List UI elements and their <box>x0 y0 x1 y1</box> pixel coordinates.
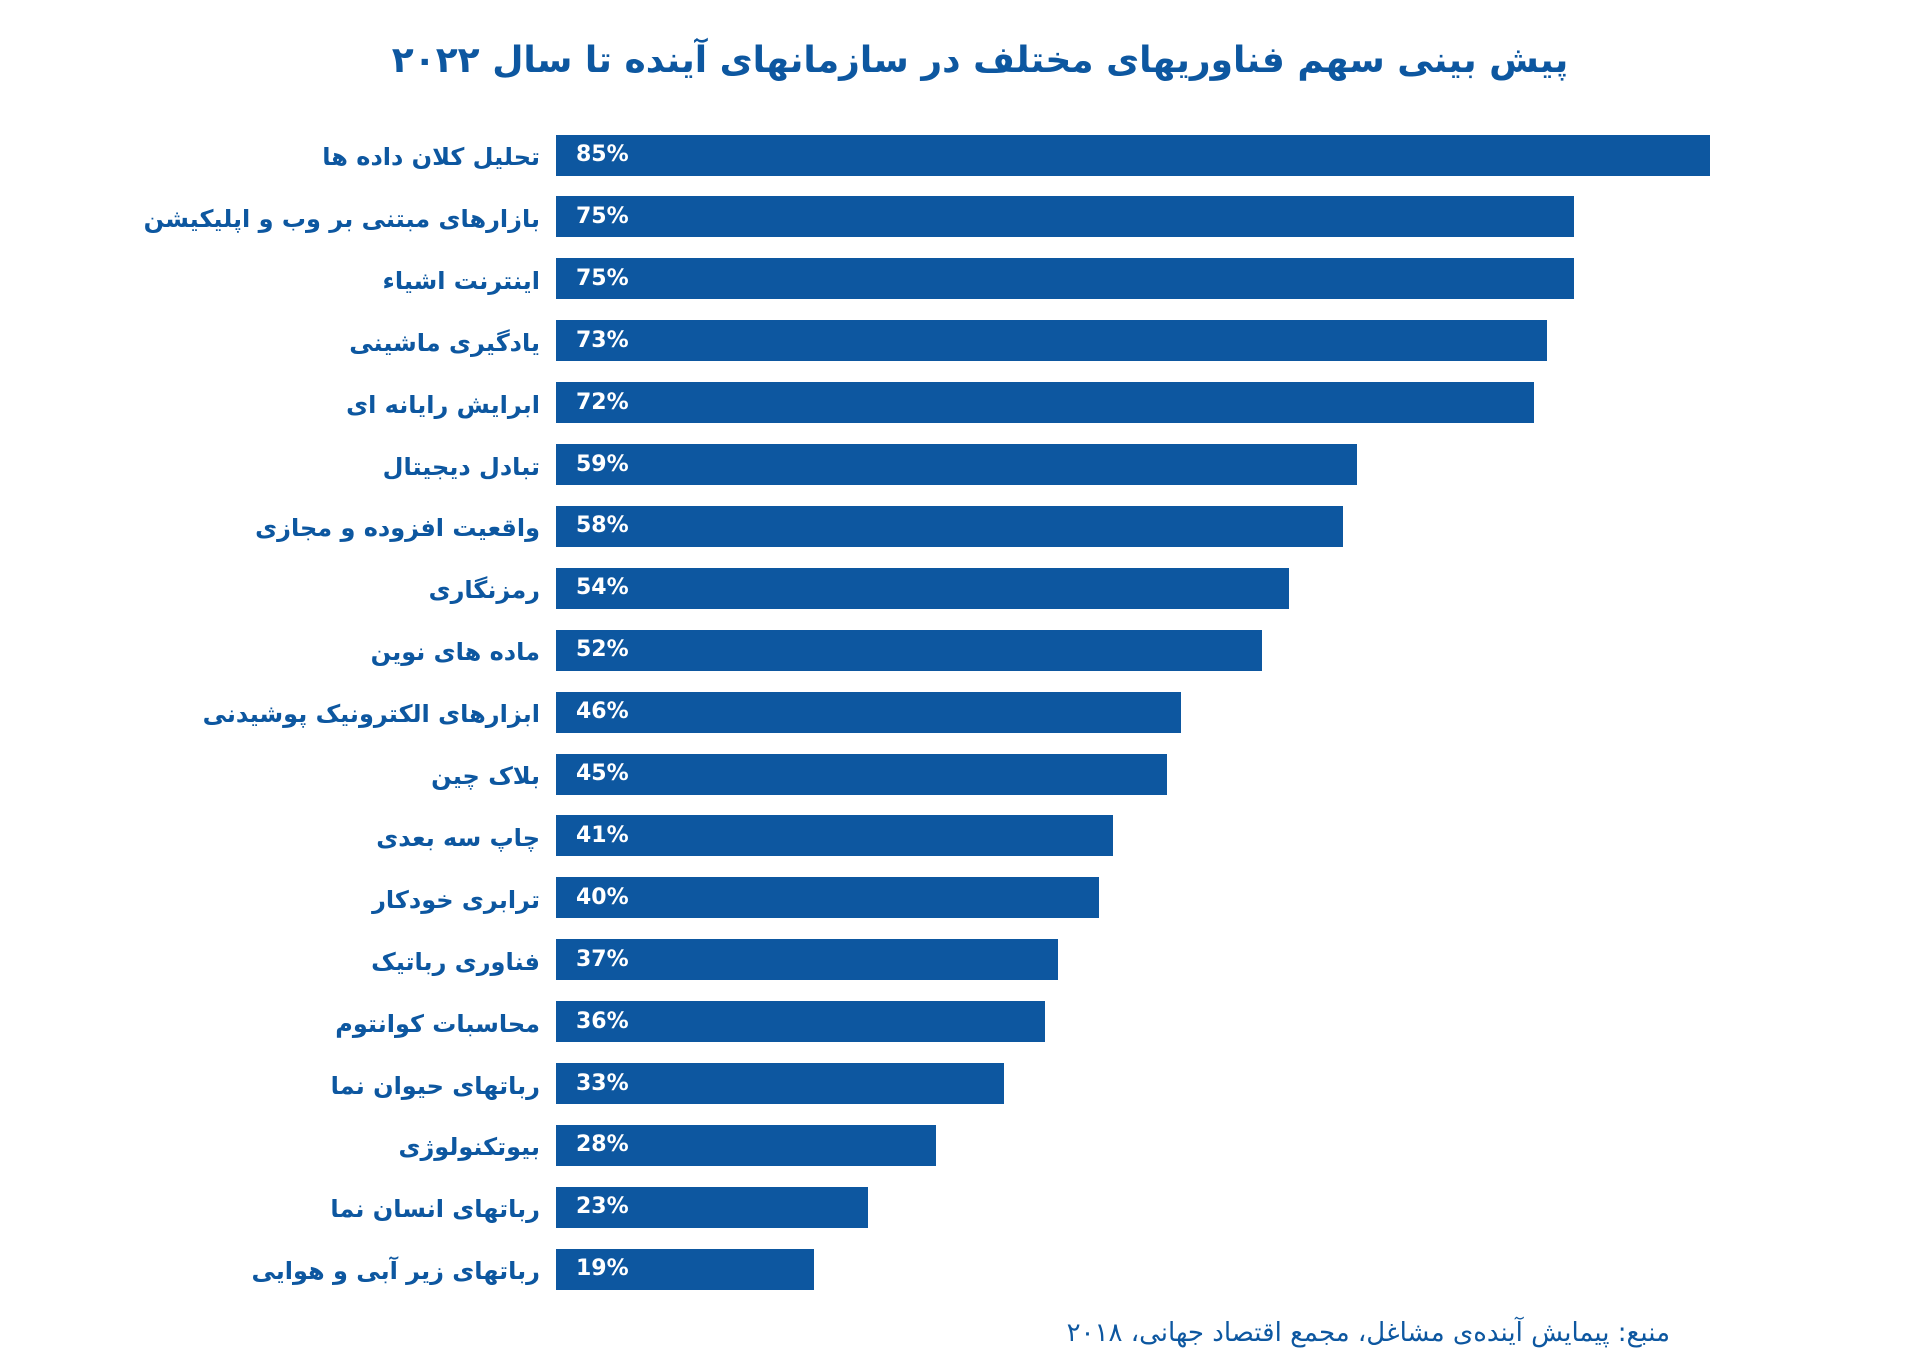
value-label: 75% <box>576 203 629 229</box>
bar <box>556 1063 1005 1104</box>
value-label: 58% <box>576 513 629 539</box>
bar <box>556 505 1344 547</box>
category-label: فناوری رباتیک <box>371 947 540 976</box>
value-label: 37% <box>576 946 629 972</box>
value-label: 23% <box>576 1194 629 1220</box>
value-label: 41% <box>576 822 629 848</box>
value-label: 54% <box>576 575 629 601</box>
category-label: ابرایش رایانه ای <box>346 390 540 419</box>
value-label: 40% <box>576 884 629 910</box>
category-label: ابزارهای الکترونیک پوشیدنی <box>202 700 540 729</box>
category-label: محاسبات کوانتوم <box>335 1009 540 1038</box>
category-label: رمزنگاری <box>428 576 540 605</box>
category-label: تحلیل کلان داده ها <box>322 143 540 171</box>
value-label: 33% <box>576 1070 629 1096</box>
bar <box>556 567 1290 609</box>
bar <box>556 1186 869 1228</box>
category-label: یادگیری ماشینی <box>349 328 540 357</box>
category-label: رباتهای حیوان نما <box>330 1071 540 1100</box>
bar <box>556 444 1357 485</box>
value-label: 52% <box>576 637 629 663</box>
bar <box>556 753 1167 795</box>
bar <box>556 939 1059 981</box>
category-label: بازارهای مبتنی بر وب و اپلیکیشن <box>143 204 540 233</box>
category-label: رباتهای زیر آبی و هوایی <box>251 1257 540 1286</box>
value-label: 19% <box>576 1256 629 1282</box>
category-label: بلاک چین <box>431 762 540 790</box>
value-label: 73% <box>576 327 629 353</box>
chart-title: پیش بینی سهم فناوریهای مختلف در سازمانها… <box>391 40 1569 81</box>
value-label: 59% <box>576 451 629 477</box>
bar <box>556 1001 1045 1043</box>
bar <box>556 258 1575 300</box>
category-label: بیوتکنولوژی <box>398 1133 540 1162</box>
bar <box>556 815 1113 857</box>
category-label: چاپ سه بعدی <box>376 823 540 852</box>
bar <box>556 1124 937 1166</box>
bar <box>556 629 1262 671</box>
value-label: 28% <box>576 1132 629 1158</box>
value-label: 36% <box>576 1008 629 1034</box>
value-label: 45% <box>576 761 629 786</box>
source-note: منبع: پیمایش آینده‌ی مشاغل، مجمع اقتصاد … <box>1066 1318 1670 1348</box>
value-label: 46% <box>576 699 629 725</box>
bar <box>556 877 1100 919</box>
bar <box>556 134 1710 176</box>
category-label: تبادل دیجیتال <box>382 452 540 481</box>
bar <box>556 1248 814 1290</box>
bar <box>556 196 1575 238</box>
category-label: ماده های نوین <box>370 638 540 667</box>
bar <box>556 320 1548 362</box>
category-label: رباتهای انسان نما <box>330 1195 540 1224</box>
value-label: 85% <box>576 142 629 167</box>
value-label: 72% <box>576 389 629 415</box>
category-label: واقعیت افزوده و مجازی <box>255 514 540 543</box>
value-label: 75% <box>576 265 629 291</box>
category-label: ترابری خودکار <box>372 885 540 914</box>
category-label: اینترنت اشیاء <box>382 266 540 295</box>
bar <box>556 691 1181 733</box>
bar <box>556 382 1534 424</box>
